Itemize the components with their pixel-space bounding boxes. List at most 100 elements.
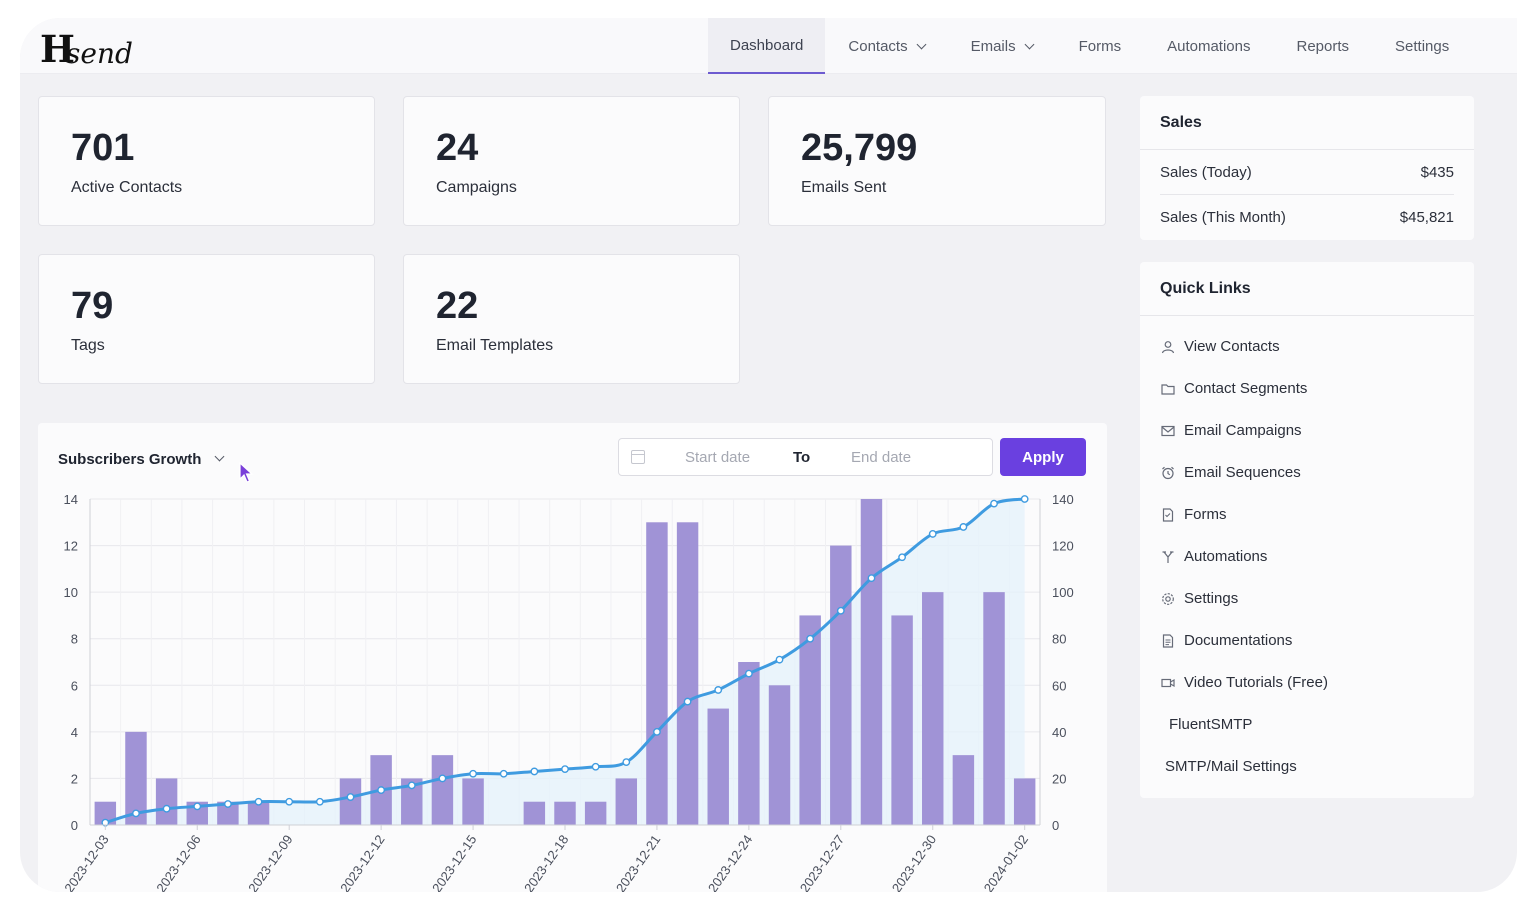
sales-row-month: Sales (This Month) $45,821 — [1160, 195, 1454, 240]
line-point — [499, 769, 508, 778]
stat-card-tags[interactable]: 79 Tags — [38, 254, 375, 384]
line-point — [683, 697, 692, 706]
quick-link-automations[interactable]: Automations — [1160, 548, 1267, 565]
x-tick-label: 2023-12-30 — [889, 832, 939, 892]
line-point — [407, 781, 416, 790]
stat-value: 22 — [436, 285, 479, 327]
line-point — [1020, 495, 1029, 503]
quick-link-smtp-mail-settings[interactable]: SMTP/Mail Settings — [1165, 758, 1297, 775]
quick-link-label: View Contacts — [1184, 338, 1280, 355]
y2-tick-label: 100 — [1052, 585, 1074, 600]
apply-button[interactable]: Apply — [1000, 438, 1086, 476]
x-tick-label: 2024-01-02 — [981, 832, 1031, 892]
chevron-down-icon — [1024, 39, 1035, 49]
sales-row-today: Sales (Today) $435 — [1160, 150, 1454, 195]
quick-links-panel: Quick Links View Contacts Contact Segmen… — [1140, 262, 1474, 798]
y2-tick-label: 20 — [1052, 771, 1066, 786]
quick-link-video-tutorials[interactable]: Video Tutorials (Free) — [1160, 674, 1328, 691]
envelope-icon — [1160, 423, 1176, 439]
line-point — [775, 655, 784, 664]
nav-contacts[interactable]: Contacts — [825, 18, 947, 74]
bar — [94, 801, 117, 825]
quick-link-fluentsmtp[interactable]: FluentSMTP — [1169, 716, 1252, 733]
line-point — [959, 523, 968, 531]
video-camera-icon — [1160, 675, 1176, 691]
x-tick-label: 2023-12-06 — [153, 832, 203, 892]
stat-label: Tags — [71, 337, 105, 354]
quick-link-email-campaigns[interactable]: Email Campaigns — [1160, 422, 1302, 439]
y2-tick-label: 40 — [1052, 725, 1066, 740]
date-range-picker[interactable]: Start date To End date — [618, 438, 993, 476]
nav-dashboard[interactable]: Dashboard — [708, 18, 826, 74]
quick-link-forms[interactable]: Forms — [1160, 506, 1227, 523]
bar — [983, 592, 1005, 825]
y-tick-label: 8 — [71, 632, 78, 647]
end-date-input[interactable]: End date — [851, 449, 912, 466]
quick-link-label: Automations — [1184, 548, 1268, 565]
nav-emails[interactable]: Emails — [948, 18, 1056, 74]
line-point — [224, 800, 232, 808]
bar — [676, 522, 699, 825]
line-point — [714, 686, 723, 694]
folder-icon — [1160, 381, 1176, 397]
stat-value: 701 — [71, 127, 135, 169]
nav-label: Dashboard — [730, 36, 804, 54]
line-point — [315, 797, 324, 806]
quick-link-view-contacts[interactable]: View Contacts — [1160, 338, 1280, 355]
calendar-icon — [631, 450, 645, 464]
stat-card-campaigns[interactable]: 24 Campaigns — [403, 96, 740, 226]
quick-link-settings[interactable]: Settings — [1160, 590, 1238, 607]
stat-card-active-contacts[interactable]: 701 Active Contacts — [38, 96, 375, 226]
nav-reports[interactable]: Reports — [1274, 18, 1373, 74]
line-point — [132, 809, 140, 818]
sales-title: Sales — [1140, 96, 1474, 150]
nav-label: Contacts — [848, 37, 908, 55]
quick-link-email-sequences[interactable]: Email Sequences — [1160, 464, 1301, 481]
quick-link-documentations[interactable]: Documentations — [1160, 632, 1292, 649]
y-tick-label: 10 — [64, 585, 78, 600]
nav-automations[interactable]: Automations — [1144, 18, 1273, 74]
doc-lines-icon — [1160, 633, 1176, 649]
sales-panel: Sales Sales (Today) $435 Sales (This Mon… — [1140, 96, 1474, 240]
quick-link-label: Documentations — [1184, 632, 1293, 649]
start-date-input[interactable]: Start date — [685, 449, 751, 466]
bar — [554, 801, 576, 825]
quick-link-label: SMTP/Mail Settings — [1165, 758, 1297, 775]
y-tick-label: 2 — [71, 771, 78, 786]
main-nav: Dashboard Contacts Emails Forms Automati… — [708, 18, 1472, 74]
sales-label: Sales (This Month) — [1160, 209, 1286, 226]
quick-link-label: Settings — [1184, 590, 1239, 607]
stat-value: 24 — [436, 127, 479, 169]
line-point — [162, 804, 171, 813]
stat-card-emails-sent[interactable]: 25,799 Emails Sent — [768, 96, 1106, 226]
bar — [125, 731, 147, 825]
nav-forms[interactable]: Forms — [1056, 18, 1145, 74]
bar — [891, 615, 913, 825]
line-point — [377, 786, 386, 794]
line-point — [346, 793, 355, 801]
line-point — [622, 758, 631, 767]
bar — [217, 801, 239, 825]
line-point — [898, 553, 906, 562]
bar — [615, 778, 638, 825]
y2-tick-label: 60 — [1052, 678, 1066, 693]
quick-link-contact-segments[interactable]: Contact Segments — [1160, 380, 1307, 397]
stat-label: Active Contacts — [71, 179, 183, 196]
stat-card-email-templates[interactable]: 22 Email Templates — [403, 254, 740, 384]
quick-link-label: Email Sequences — [1184, 464, 1301, 481]
chart-title: Subscribers Growth — [58, 451, 202, 468]
mouse-pointer-icon — [239, 461, 254, 483]
nav-settings[interactable]: Settings — [1372, 18, 1472, 74]
quick-links-title: Quick Links — [1140, 262, 1474, 316]
quick-link-label: Contact Segments — [1184, 380, 1308, 397]
bar — [830, 545, 852, 825]
bar — [952, 755, 975, 825]
sales-value: $45,821 — [1399, 209, 1454, 226]
stat-label: Email Templates — [436, 337, 554, 354]
x-tick-label: 2023-12-27 — [797, 832, 847, 892]
x-tick-label: 2023-12-24 — [705, 832, 755, 892]
y-tick-label: 12 — [64, 539, 78, 554]
date-range-separator: To — [793, 449, 811, 466]
bar — [462, 778, 484, 825]
nav-label: Settings — [1395, 37, 1450, 55]
